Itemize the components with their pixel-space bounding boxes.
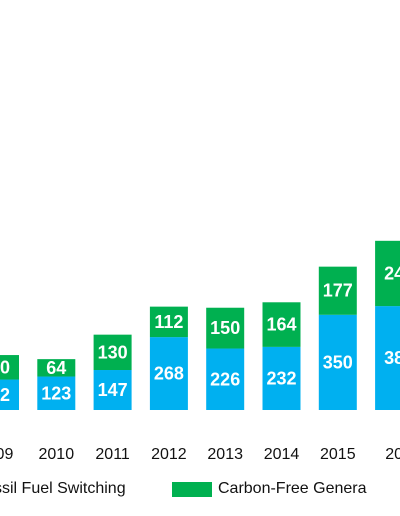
data-label-fossil-fuel-switching-2012: 268 [154, 364, 184, 384]
legend-item-carbon-free-generation: Carbon-Free Genera [172, 480, 367, 498]
data-label-carbon-free-generation-2013: 150 [210, 318, 240, 338]
bar-segment-fossil-fuel-switching-2009 [0, 379, 19, 410]
bar-segment-carbon-free-generation-2013 [206, 307, 245, 349]
bar-segment-fossil-fuel-switching-2013 [206, 348, 245, 410]
data-label-fossil-fuel-switching-2010: 123 [41, 383, 71, 403]
bar-segment-carbon-free-generation-2014 [262, 302, 301, 347]
data-label-fossil-fuel-switching-2009: 12 [0, 385, 10, 405]
legend-item-fossil-fuel-switching: ssil Fuel Switching [0, 480, 126, 498]
data-label-carbon-free-generation-2015: 177 [323, 281, 353, 301]
stacked-bar-chart: 12 90 009 123 64 2010 147 130 2011 268 112 2012 226 1… [0, 240, 400, 463]
bar-segment-fossil-fuel-switching-20 [375, 306, 400, 410]
data-label-carbon-free-generation-2012: 112 [154, 312, 183, 332]
x-tick-label-2014: 2014 [264, 446, 300, 463]
data-label-fossil-fuel-switching-20: 38 [384, 348, 400, 368]
data-label-carbon-free-generation-2014: 164 [266, 315, 296, 335]
x-tick-label-2009: 009 [0, 446, 13, 463]
legend-label-carbon-free-generation: Carbon-Free Genera [218, 480, 367, 497]
x-tick-label-20: 20 [385, 446, 400, 463]
x-tick-label-2013: 2013 [207, 446, 243, 463]
bar-segment-carbon-free-generation-20 [375, 240, 400, 307]
bar-segment-carbon-free-generation-2010 [37, 359, 76, 377]
bar-segment-fossil-fuel-switching-2012 [149, 337, 188, 410]
x-tick-label-2011: 2011 [95, 446, 130, 463]
data-label-carbon-free-generation-2010: 64 [46, 358, 66, 378]
data-label-carbon-free-generation-20: 24 [384, 263, 400, 283]
x-tick-label-2010: 2010 [39, 446, 75, 463]
data-label-fossil-fuel-switching-2011: 147 [98, 380, 128, 400]
bar-segment-carbon-free-generation-2009 [0, 355, 19, 380]
bar-segment-carbon-free-generation-2012 [149, 306, 188, 338]
data-label-carbon-free-generation-2011: 130 [98, 342, 128, 362]
bar-segment-fossil-fuel-switching-2010 [37, 376, 76, 410]
bar-segment-fossil-fuel-switching-2011 [93, 370, 132, 410]
data-label-fossil-fuel-switching-2014: 232 [266, 368, 296, 388]
bar-segment-fossil-fuel-switching-2014 [262, 346, 301, 410]
x-tick-label-2012: 2012 [151, 446, 187, 463]
data-label-carbon-free-generation-2009: 90 [0, 357, 10, 377]
x-tick-label-2015: 2015 [320, 446, 356, 463]
bar-segment-carbon-free-generation-2011 [93, 334, 132, 371]
data-label-fossil-fuel-switching-2015: 350 [323, 352, 353, 372]
chart-legend: ssil Fuel Switching Carbon-Free Genera [0, 480, 400, 506]
bar-segment-carbon-free-generation-2015 [318, 266, 357, 315]
legend-swatch-carbon-free-generation [172, 481, 212, 497]
legend-label-fossil-fuel-switching: ssil Fuel Switching [0, 480, 126, 497]
data-label-fossil-fuel-switching-2013: 226 [210, 369, 240, 389]
bar-segment-fossil-fuel-switching-2015 [318, 314, 357, 410]
